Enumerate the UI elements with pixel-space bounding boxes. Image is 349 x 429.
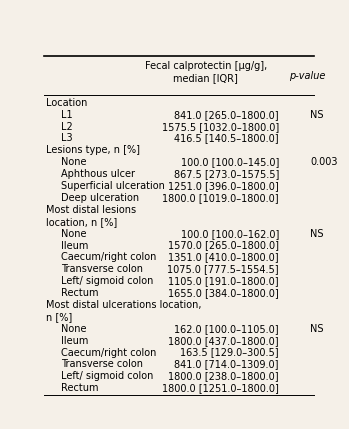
Text: 100.0 [100.0–145.0]: 100.0 [100.0–145.0] (180, 157, 279, 167)
Text: Left/ sigmoid colon: Left/ sigmoid colon (61, 276, 154, 286)
Text: 1351.0 [410.0–1800.0]: 1351.0 [410.0–1800.0] (168, 252, 279, 263)
Text: 1800.0 [1019.0–1800.0]: 1800.0 [1019.0–1800.0] (162, 193, 279, 203)
Text: 1105.0 [191.0–1800.0]: 1105.0 [191.0–1800.0] (168, 276, 279, 286)
Text: 1575.5 [1032.0–1800.0]: 1575.5 [1032.0–1800.0] (162, 121, 279, 132)
Text: Caecum/right colon: Caecum/right colon (61, 347, 157, 357)
Text: Transverse colon: Transverse colon (61, 264, 143, 274)
Text: NS: NS (310, 229, 324, 239)
Text: Rectum: Rectum (61, 288, 99, 298)
Text: 1800.0 [238.0–1800.0]: 1800.0 [238.0–1800.0] (168, 372, 279, 381)
Text: Left/ sigmoid colon: Left/ sigmoid colon (61, 372, 154, 381)
Text: Transverse colon: Transverse colon (61, 360, 143, 369)
Text: Aphthous ulcer: Aphthous ulcer (61, 169, 135, 179)
Text: L2: L2 (61, 121, 73, 132)
Text: None: None (61, 229, 87, 239)
Text: 163.5 [129.0–300.5]: 163.5 [129.0–300.5] (180, 347, 279, 357)
Text: 416.5 [140.5–1800.0]: 416.5 [140.5–1800.0] (174, 133, 279, 143)
Text: Most distal ulcerations location,: Most distal ulcerations location, (46, 300, 202, 310)
Text: n [%]: n [%] (46, 312, 73, 322)
Text: L1: L1 (61, 110, 73, 120)
Text: NS: NS (310, 110, 324, 120)
Text: Location: Location (46, 98, 88, 108)
Text: Fecal calprotectin [µg/g],
median [IQR]: Fecal calprotectin [µg/g], median [IQR] (145, 61, 267, 83)
Text: Deep ulceration: Deep ulceration (61, 193, 139, 203)
Text: Ileum: Ileum (61, 241, 89, 251)
Text: 1655.0 [384.0–1800.0]: 1655.0 [384.0–1800.0] (168, 288, 279, 298)
Text: None: None (61, 324, 87, 334)
Text: 867.5 [273.0–1575.5]: 867.5 [273.0–1575.5] (173, 169, 279, 179)
Text: 162.0 [100.0–1105.0]: 162.0 [100.0–1105.0] (174, 324, 279, 334)
Text: 1251.0 [396.0–1800.0]: 1251.0 [396.0–1800.0] (168, 181, 279, 191)
Text: Caecum/right colon: Caecum/right colon (61, 252, 157, 263)
Text: Lesions type, n [%]: Lesions type, n [%] (46, 145, 140, 155)
Text: 100.0 [100.0–162.0]: 100.0 [100.0–162.0] (180, 229, 279, 239)
Text: Rectum: Rectum (61, 383, 99, 393)
Text: L3: L3 (61, 133, 73, 143)
Text: 841.0 [714.0–1309.0]: 841.0 [714.0–1309.0] (174, 360, 279, 369)
Text: location, n [%]: location, n [%] (46, 217, 118, 227)
Text: 841.0 [265.0–1800.0]: 841.0 [265.0–1800.0] (174, 110, 279, 120)
Text: Superficial ulceration: Superficial ulceration (61, 181, 165, 191)
Text: NS: NS (310, 324, 324, 334)
Text: 1800.0 [1251.0–1800.0]: 1800.0 [1251.0–1800.0] (162, 383, 279, 393)
Text: Most distal lesions: Most distal lesions (46, 205, 136, 215)
Text: None: None (61, 157, 87, 167)
Text: 1075.0 [777.5–1554.5]: 1075.0 [777.5–1554.5] (167, 264, 279, 274)
Text: p-value: p-value (289, 71, 326, 81)
Text: 0.003: 0.003 (310, 157, 337, 167)
Text: Ileum: Ileum (61, 335, 89, 346)
Text: 1570.0 [265.0–1800.0]: 1570.0 [265.0–1800.0] (168, 241, 279, 251)
Text: 1800.0 [437.0–1800.0]: 1800.0 [437.0–1800.0] (168, 335, 279, 346)
